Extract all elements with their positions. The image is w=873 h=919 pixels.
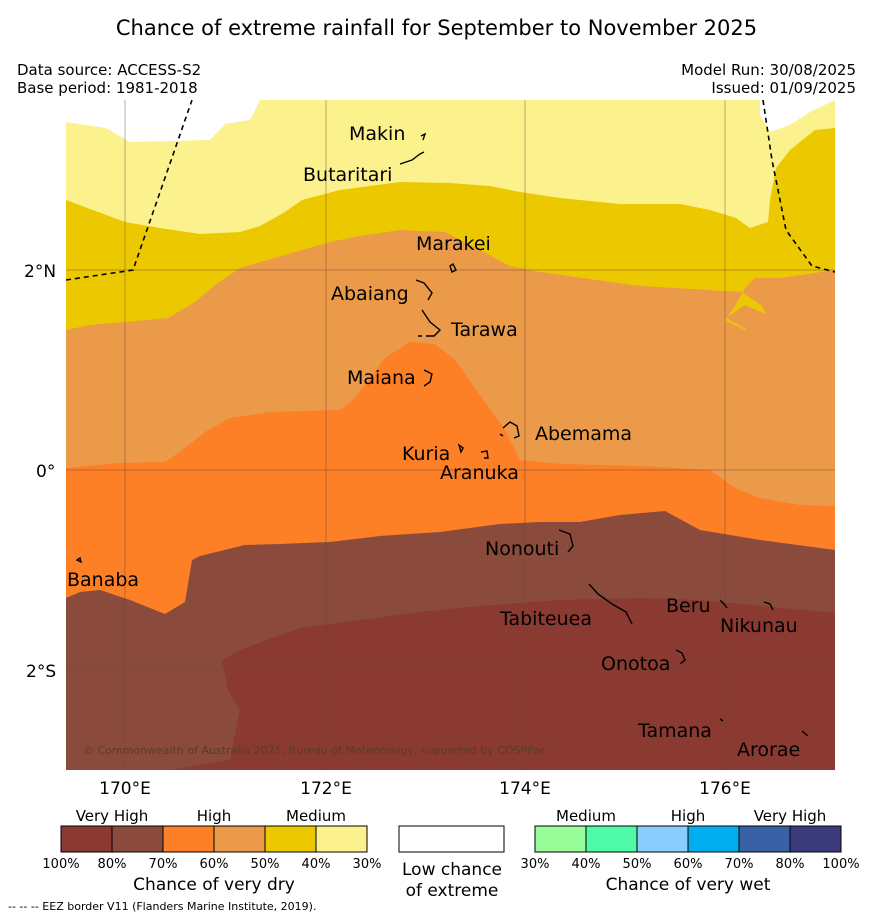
- swatch-dry-50-40: [264, 825, 317, 853]
- label-nikunau: Nikunau: [720, 615, 798, 637]
- lon-tick-176e: 176°E: [699, 779, 751, 799]
- legend-dry-high: High: [197, 807, 231, 825]
- swatch-wet-40-50: [585, 825, 638, 853]
- label-abemama: Abemama: [535, 423, 632, 445]
- swatch-wet-80-100: [789, 825, 842, 853]
- legend-dry-tick: 40%: [302, 857, 331, 872]
- meta-left: Data source: ACCESS-S2 Base period: 1981…: [17, 61, 201, 97]
- copyright-notice: © Commonwealth of Australia 2025, Bureau…: [83, 744, 546, 757]
- island-abaiang: [415, 279, 433, 301]
- island-banaba: [75, 556, 83, 564]
- label-marakei: Marakei: [416, 233, 491, 255]
- label-onotoa: Onotoa: [601, 653, 670, 675]
- label-arorae: Arorae: [737, 739, 800, 761]
- lon-tick-174e: 174°E: [499, 779, 551, 799]
- island-aranuka: [480, 450, 489, 459]
- swatch-wet-70-80: [738, 825, 791, 853]
- swatch-dry-80-70: [111, 825, 164, 853]
- island-tarawa: [418, 309, 442, 337]
- swatch-dry-70-60: [162, 825, 215, 853]
- legend-wet-tick: 60%: [674, 857, 703, 872]
- lat-tick-eq: 0°: [36, 462, 55, 482]
- legend-dry-tick: 60%: [200, 857, 229, 872]
- legend-dry: Very High High Medium 100% 80% 70% 60% 5…: [42, 807, 381, 895]
- label-maiana: Maiana: [347, 367, 416, 389]
- legend-dry-tick: 70%: [149, 857, 178, 872]
- island-marakei: [449, 262, 457, 273]
- data-source: Data source: ACCESS-S2: [17, 61, 202, 79]
- swatch-wet-60-70: [687, 825, 740, 853]
- legend-wet-tick: 100%: [822, 857, 859, 872]
- label-makin: Makin: [349, 123, 405, 145]
- label-aranuka: Aranuka: [440, 462, 519, 484]
- label-abaiang: Abaiang: [331, 283, 409, 305]
- legend-wet-medium: Medium: [556, 807, 616, 825]
- page-title: Chance of extreme rainfall for September…: [115, 16, 758, 40]
- label-butaritari: Butaritari: [303, 164, 392, 186]
- island-butaritari: [399, 151, 425, 165]
- label-beru: Beru: [666, 595, 711, 617]
- legend-wet-tick: 40%: [572, 857, 601, 872]
- swatch-wet-50-60: [636, 825, 689, 853]
- label-tarawa: Tarawa: [450, 319, 518, 341]
- swatch-dry-40-30: [315, 825, 368, 853]
- label-tabiteuea: Tabiteuea: [499, 608, 592, 630]
- swatch-dry-60-50: [213, 825, 266, 853]
- legend-low-line2: of extreme: [406, 881, 499, 900]
- legend-wet-high: High: [671, 807, 705, 825]
- island-arorae: [801, 730, 809, 737]
- model-run: Model Run: 30/08/2025: [681, 61, 856, 79]
- legend-dry-very-high: Very High: [76, 807, 149, 825]
- legend-wet-tick: 50%: [623, 857, 652, 872]
- legend-dry-tick: 100%: [42, 857, 79, 872]
- probability-field: Makin Butaritari Marakei Abaiang Tarawa …: [66, 100, 835, 770]
- legend-wet-tick: 80%: [776, 857, 805, 872]
- island-kuria: [457, 443, 464, 454]
- lat-tick-2s: 2°S: [26, 662, 56, 682]
- lon-tick-170e: 170°E: [99, 779, 151, 799]
- legend-wet: Medium High Very High 30% 40% 50% 60% 70…: [521, 807, 860, 895]
- swatch-low-chance: [398, 825, 505, 853]
- legend-low-line1: Low chance: [402, 860, 502, 880]
- island-tabiteuea: [588, 583, 633, 625]
- meta-right: Model Run: 30/08/2025 Issued: 01/09/2025: [681, 61, 856, 97]
- legend-wet-tick: 70%: [725, 857, 754, 872]
- legend-dry-tick: 80%: [98, 857, 127, 872]
- label-tamana: Tamana: [637, 720, 712, 742]
- island-abemama: [499, 421, 520, 439]
- band-high-patch: [726, 305, 770, 330]
- island-outlines: [75, 132, 809, 737]
- island-makin: [420, 132, 427, 141]
- band-low-chance-right: [760, 100, 835, 132]
- island-nikunau: [763, 601, 774, 611]
- island-nonouti: [558, 529, 574, 553]
- band-medium-30-40: [66, 100, 835, 234]
- legend-wet-caption: Chance of very wet: [606, 875, 771, 895]
- map-figure: Makin Butaritari Marakei Abaiang Tarawa …: [24, 100, 860, 900]
- label-nonouti: Nonouti: [485, 538, 559, 560]
- legend-wet-tick: 30%: [521, 857, 550, 872]
- swatch-dry-100-80: [60, 825, 113, 853]
- lat-tick-2n: 2°N: [24, 262, 56, 282]
- legend-dry-caption: Chance of very dry: [133, 875, 295, 895]
- graticule: [66, 100, 835, 770]
- base-period: Base period: 1981-2018: [17, 79, 198, 97]
- eez-border: [66, 100, 835, 281]
- legend-dry-tick: 30%: [353, 857, 382, 872]
- band-low-chance: [66, 100, 260, 142]
- issued-date: Issued: 01/09/2025: [711, 79, 856, 97]
- legend-low: Low chance of extreme: [398, 825, 505, 900]
- island-tamana: [719, 718, 724, 722]
- legend-dry-tick: 50%: [251, 857, 280, 872]
- lon-tick-172e: 172°E: [300, 779, 352, 799]
- label-banaba: Banaba: [67, 569, 139, 591]
- swatch-wet-30-40: [534, 825, 587, 853]
- legend-wet-very-high: Very High: [754, 807, 827, 825]
- island-beru: [719, 599, 728, 609]
- island-onotoa: [675, 649, 686, 665]
- island-maiana: [423, 369, 433, 387]
- footnote: -- -- -- EEZ border V11 (Flanders Marine…: [8, 900, 317, 913]
- legend-dry-medium: Medium: [286, 807, 346, 825]
- label-kuria: Kuria: [402, 443, 450, 465]
